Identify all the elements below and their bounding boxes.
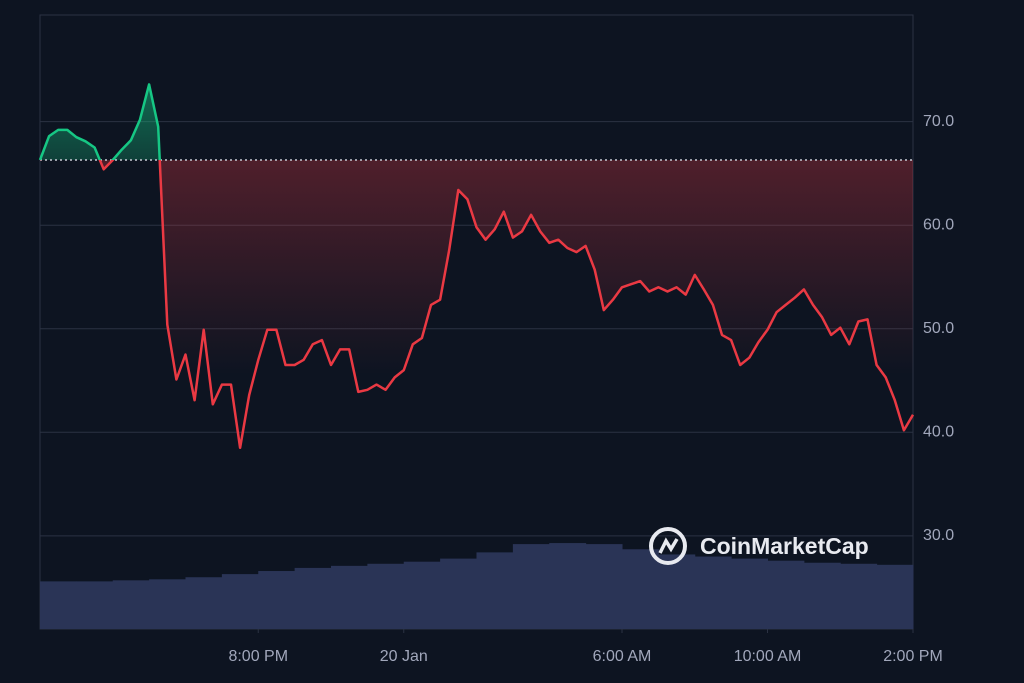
- x-tick-label: 8:00 PM: [228, 648, 288, 665]
- volume-bar: [658, 554, 696, 629]
- watermark-logo: [649, 527, 687, 565]
- y-tick-label: 70.0: [923, 113, 954, 130]
- volume-bar: [403, 561, 441, 629]
- volume-bar: [840, 563, 878, 629]
- volume-bar: [331, 565, 368, 629]
- price-line: [38, 83, 915, 450]
- volume-bar: [185, 577, 223, 629]
- x-tick-label: 20 Jan: [380, 648, 428, 665]
- volume-bar: [803, 562, 841, 629]
- volume-bar: [149, 579, 186, 629]
- volume-bar: [294, 567, 332, 629]
- y-tick-label: 40.0: [923, 423, 954, 440]
- volume-bar: [585, 544, 623, 629]
- volume-bar: [476, 552, 514, 629]
- volume-bar: [258, 571, 296, 629]
- volume-bar: [512, 544, 550, 629]
- x-tick-label: 6:00 AM: [593, 648, 652, 665]
- volume-bar: [367, 563, 405, 629]
- y-tick-label: 50.0: [923, 320, 954, 337]
- volume-bar: [731, 558, 768, 629]
- x-tick-label: 10:00 AM: [734, 648, 802, 665]
- volume-bar: [549, 543, 587, 629]
- watermark: CoinMarketCap: [649, 527, 869, 565]
- volume-bar: [876, 564, 914, 629]
- watermark-text: CoinMarketCap: [700, 533, 869, 559]
- volume-bar: [767, 560, 805, 629]
- volume-bar: [622, 549, 659, 629]
- volume-bar: [76, 581, 114, 629]
- volume-bar: [440, 558, 477, 629]
- y-tick-label: 30.0: [923, 527, 954, 544]
- volume-bar: [112, 580, 150, 629]
- volume-bar: [40, 581, 77, 629]
- watermark-logo-mark: [658, 537, 679, 554]
- volume-bar: [221, 574, 259, 629]
- volume-bar: [694, 556, 732, 629]
- y-tick-label: 60.0: [923, 216, 954, 233]
- x-tick-label: 2:00 PM: [883, 648, 943, 665]
